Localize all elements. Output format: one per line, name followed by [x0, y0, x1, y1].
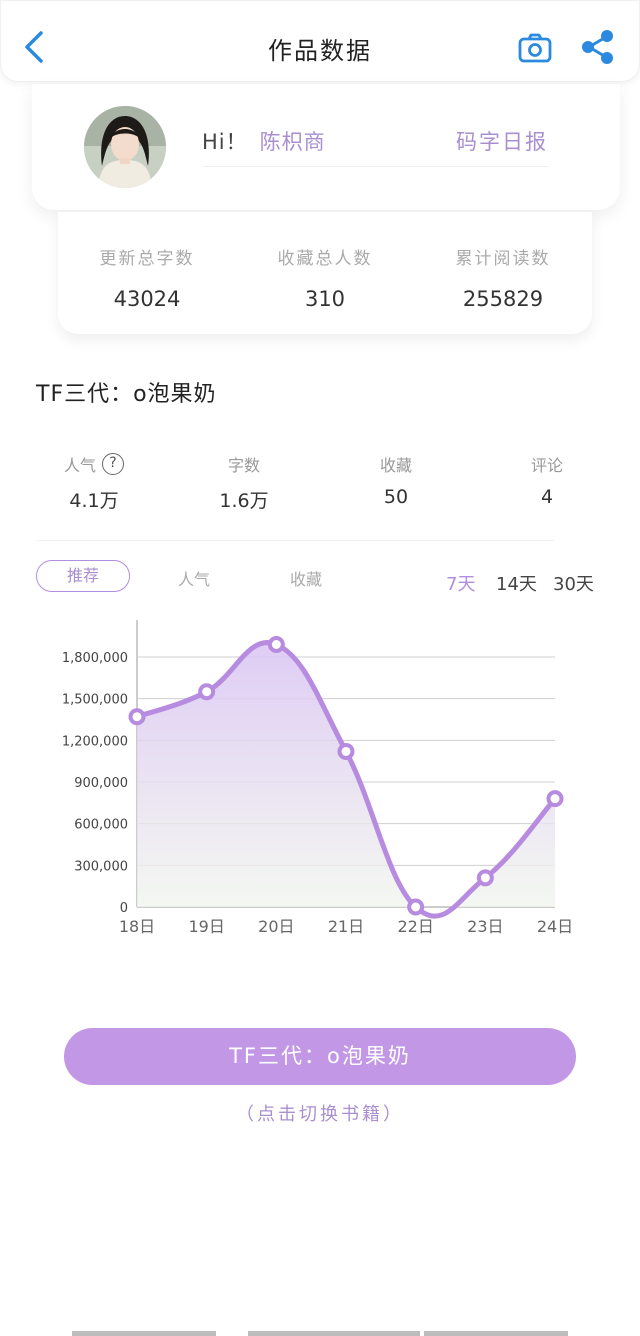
book-title: TF三代：o泡果奶 [36, 382, 217, 407]
divider [36, 540, 554, 541]
period-14-days[interactable]: 14天 [496, 574, 537, 595]
metric-label: 评论 [530, 456, 563, 475]
metric-value: 4.1万 [69, 490, 119, 512]
metric-words: 字数 1.6万 [184, 452, 304, 513]
stat-total-reads: 累计阅读数 255829 [414, 244, 592, 311]
stats-card: 更新总字数 43024 收藏总人数 310 累计阅读数 255829 [58, 212, 592, 334]
metric-favorites: 收藏 50 [336, 452, 456, 508]
stat-total-words: 更新总字数 43024 [58, 244, 236, 311]
tab-popularity[interactable]: 人气 [178, 570, 211, 589]
x-tick-label: 19日 [188, 917, 224, 936]
camera-button[interactable] [517, 32, 553, 64]
data-point[interactable] [407, 898, 425, 916]
metric-value: 4 [540, 486, 554, 508]
stat-value: 310 [304, 287, 346, 311]
greeting-hi: Hi！ [202, 130, 248, 154]
metric-popularity: 人气 ? 4.1万 [34, 452, 154, 513]
period-7-days[interactable]: 7天 [446, 574, 476, 595]
top-bar: 作品数据 [0, 0, 640, 82]
data-point[interactable] [128, 708, 146, 726]
switch-book-hint: （点击切换书籍） [236, 1104, 404, 1125]
stat-label: 更新总字数 [99, 249, 195, 269]
stat-value: 43024 [113, 287, 181, 311]
greeting: Hi！ 陈枳商 [202, 126, 326, 156]
share-button[interactable] [580, 29, 616, 65]
system-bar-segment [424, 1331, 568, 1336]
tab-recommend[interactable]: 推荐 [36, 560, 130, 592]
question-icon[interactable]: ? [102, 453, 124, 475]
y-tick-label: 600,000 [74, 818, 128, 833]
metric-label: 收藏 [379, 456, 412, 475]
y-tick-label: 300,000 [74, 859, 128, 874]
chevron-left-icon [25, 31, 43, 63]
metric-comments: 评论 4 [487, 452, 607, 508]
stat-total-favorites: 收藏总人数 310 [236, 244, 414, 311]
metric-value: 1.6万 [219, 490, 269, 512]
daily-report-link[interactable]: 码字日报 [456, 130, 548, 154]
divider [202, 166, 548, 167]
x-tick-label: 22日 [397, 917, 433, 936]
data-point[interactable] [546, 790, 564, 808]
data-point[interactable] [198, 683, 216, 701]
avatar[interactable] [84, 106, 166, 188]
author-name: 陈枳商 [259, 130, 326, 154]
x-tick-label: 21日 [328, 917, 364, 936]
trend-chart: 0 300,000 600,000 900,000 1,200,000 1,500,000… [62, 620, 573, 936]
page-title: 作品数据 [268, 37, 372, 65]
stat-label: 收藏总人数 [277, 249, 373, 269]
stat-label: 累计阅读数 [455, 249, 551, 269]
x-tick-label: 24日 [537, 917, 573, 936]
x-tick-label: 20日 [258, 917, 294, 936]
metric-label: 人气 ? [34, 452, 154, 476]
camera-icon [518, 33, 552, 63]
data-point[interactable] [267, 636, 285, 653]
switch-book-button[interactable]: TF三代：o泡果奶 [64, 1028, 576, 1085]
metric-label: 字数 [227, 456, 260, 475]
y-tick-label: 1,500,000 [62, 693, 128, 708]
share-icon [582, 30, 613, 64]
series-area [137, 642, 555, 907]
metric-label-text: 人气 [63, 456, 96, 475]
stat-value: 255829 [462, 287, 544, 311]
x-tick-label: 23日 [467, 917, 503, 936]
y-tick-label: 1,800,000 [62, 651, 128, 666]
data-point[interactable] [476, 869, 494, 887]
back-button[interactable] [19, 27, 49, 67]
metric-value: 50 [383, 486, 409, 508]
avatar-image [84, 106, 166, 188]
x-tick-label: 18日 [119, 917, 155, 936]
system-bar-segment [248, 1331, 420, 1336]
period-30-days[interactable]: 30天 [553, 574, 594, 595]
system-bar-segment [72, 1331, 216, 1336]
y-tick-label: 900,000 [74, 776, 128, 791]
y-tick-label: 1,200,000 [62, 734, 128, 749]
data-point[interactable] [337, 742, 355, 760]
tab-favorites[interactable]: 收藏 [290, 570, 323, 589]
y-tick-label: 0 [120, 901, 128, 916]
profile-card: Hi！ 陈枳商 码字日报 [32, 84, 620, 210]
